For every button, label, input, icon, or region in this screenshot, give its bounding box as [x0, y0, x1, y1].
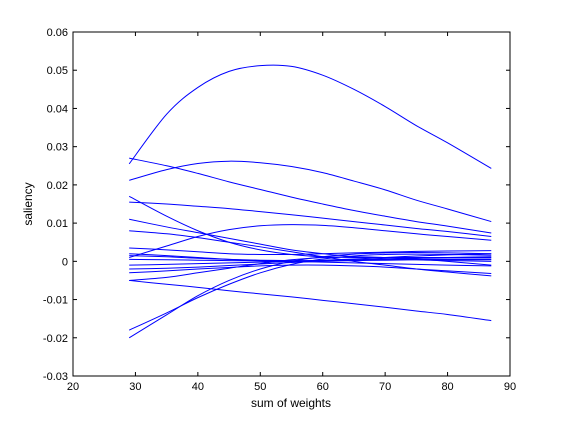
- series-line-5: [128, 195, 492, 259]
- series-line-19: [128, 252, 492, 339]
- y-tick-label: 0: [62, 256, 68, 268]
- series-line-8: [129, 224, 492, 258]
- y-tick-label: 0.01: [47, 218, 68, 230]
- y-tick-label: 0.02: [47, 180, 68, 192]
- x-tick-label: 40: [192, 381, 204, 393]
- x-tick-label: 20: [67, 381, 79, 393]
- series-layer: [128, 64, 492, 339]
- y-tick-label: 0.03: [47, 142, 68, 154]
- x-tick-label: 60: [317, 381, 329, 393]
- series-line-1: [128, 64, 492, 169]
- plot-area-frame: [72, 31, 511, 377]
- y-tick-label: -0.02: [43, 333, 68, 345]
- series-line-15: [129, 264, 492, 275]
- series-line-17: [129, 279, 492, 322]
- x-tick-label: 50: [254, 381, 266, 393]
- x-tick-label: 80: [441, 381, 453, 393]
- y-axis-label: saliency: [21, 182, 35, 225]
- series-line-2: [129, 160, 492, 223]
- y-tick-label: 0.05: [47, 65, 68, 77]
- series-line-4: [129, 201, 492, 237]
- x-tick-label: 70: [379, 381, 391, 393]
- ticks-layer: 20 30 40 50 60 70 80 90 -0.03 -0.02 -0.01 0 0.01 0.02…: [43, 27, 516, 393]
- series-line-9: [129, 247, 492, 256]
- series-line-3: [129, 157, 492, 234]
- y-tick-label: 0.06: [47, 27, 68, 39]
- y-tick-label: 0.04: [47, 103, 68, 115]
- y-tick-label: -0.01: [43, 295, 68, 307]
- x-axis-label: sum of weights: [251, 396, 331, 410]
- y-tick-label: -0.03: [43, 371, 68, 383]
- x-tick-label: 30: [129, 381, 141, 393]
- series-line-18: [128, 253, 492, 331]
- x-tick-label: 90: [504, 381, 516, 393]
